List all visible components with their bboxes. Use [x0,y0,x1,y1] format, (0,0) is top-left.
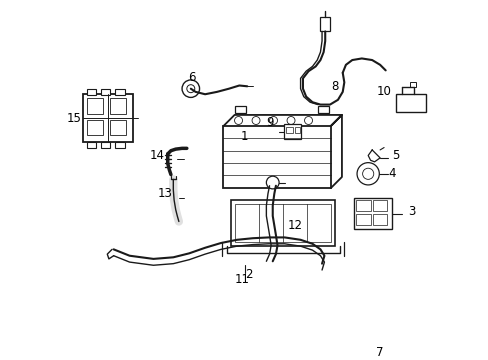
Text: 6: 6 [187,71,195,84]
Text: 9: 9 [265,116,273,129]
Bar [284,125,301,139]
Bar [235,106,246,113]
Bar [115,89,124,95]
Bar [86,89,96,95]
Bar [320,17,329,31]
Bar [356,213,370,225]
Circle shape [186,85,194,93]
Text: 11: 11 [235,273,249,286]
Bar [87,98,103,114]
Bar [372,200,386,211]
Bar [101,89,110,95]
Text: 5: 5 [391,149,399,162]
Bar [87,121,103,135]
Circle shape [234,117,242,125]
Bar [101,142,110,148]
Bar [395,94,426,112]
Circle shape [304,117,312,125]
Bar [110,98,126,114]
Bar [356,200,370,211]
Circle shape [251,117,260,125]
Circle shape [286,117,294,125]
Circle shape [356,163,379,185]
Text: 12: 12 [287,219,302,232]
Text: 15: 15 [66,112,81,125]
Bar [294,127,299,133]
Text: 10: 10 [376,85,391,98]
Circle shape [362,168,373,179]
Bar [86,142,96,148]
Text: 13: 13 [158,187,172,200]
Text: 4: 4 [387,167,395,180]
Bar [110,121,126,135]
Circle shape [182,80,199,98]
Bar [115,142,124,148]
Bar [231,200,334,246]
Bar [83,94,132,142]
Text: 2: 2 [244,268,252,281]
Circle shape [266,176,279,189]
Bar [235,204,330,242]
Text: 7: 7 [376,346,383,359]
Bar [409,82,415,87]
Bar [317,106,328,113]
Circle shape [269,117,277,125]
Bar [223,126,330,188]
Text: 8: 8 [330,80,338,93]
Text: 14: 14 [150,149,164,162]
Bar [372,213,386,225]
Bar [285,127,293,133]
Text: 1: 1 [241,130,248,143]
Text: 3: 3 [407,205,415,218]
Bar [353,198,391,229]
